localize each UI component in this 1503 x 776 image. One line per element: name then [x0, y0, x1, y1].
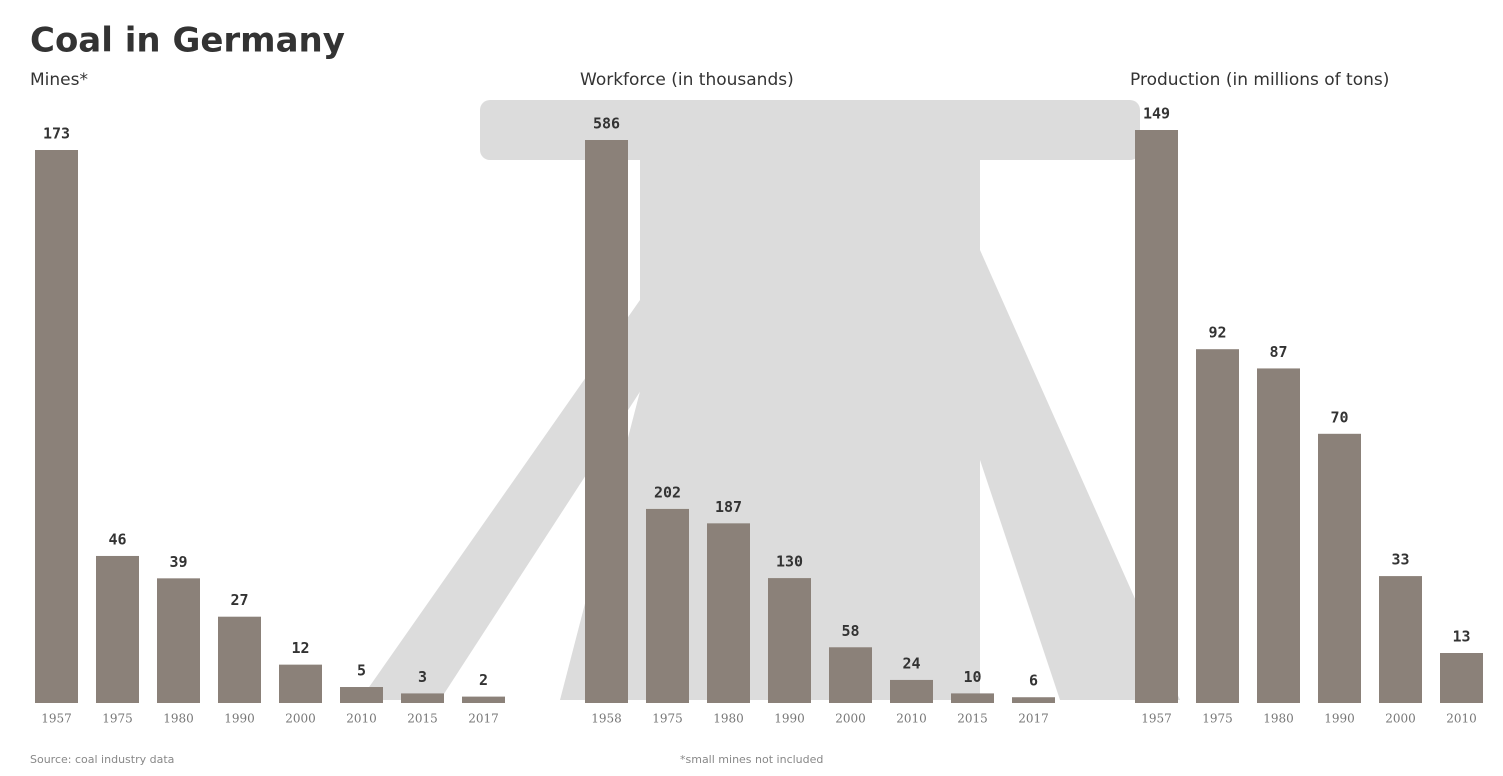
- value-label: 5: [357, 662, 366, 680]
- x-tick-label: 1990: [1324, 712, 1355, 726]
- x-tick-label: 1990: [224, 712, 255, 726]
- bar: [35, 150, 78, 703]
- value-label: 13: [1452, 628, 1470, 646]
- bar: [1135, 130, 1178, 703]
- bar: [1318, 433, 1361, 703]
- x-tick-label: 1975: [102, 712, 133, 726]
- source-note: Source: coal industry data: [30, 753, 174, 766]
- chart-title: Coal in Germany: [30, 21, 345, 61]
- x-tick-label: 1975: [1202, 712, 1233, 726]
- x-tick-label: 2000: [285, 712, 316, 726]
- bar: [401, 693, 444, 703]
- bar: [340, 687, 383, 703]
- bar: [646, 508, 689, 703]
- bar: [1440, 653, 1483, 703]
- value-label: 10: [963, 668, 981, 686]
- bar: [1379, 576, 1422, 703]
- x-tick-label: 1957: [1141, 712, 1172, 726]
- value-label: 12: [291, 639, 309, 657]
- value-label: 92: [1208, 324, 1226, 342]
- x-tick-label: 1958: [591, 712, 622, 726]
- footnote: *small mines not included: [680, 753, 823, 766]
- x-tick-label: 2010: [896, 712, 927, 726]
- value-label: 27: [230, 591, 248, 609]
- x-tick-label: 1990: [774, 712, 805, 726]
- bar: [890, 679, 933, 703]
- bar: [707, 523, 750, 703]
- bar: [829, 647, 872, 703]
- bar: [951, 693, 994, 703]
- value-label: 202: [654, 483, 681, 501]
- x-tick-label: 2000: [835, 712, 866, 726]
- bar: [279, 664, 322, 703]
- bar: [157, 578, 200, 703]
- value-label: 586: [593, 115, 620, 133]
- bar: [768, 578, 811, 703]
- value-label: 58: [841, 622, 859, 640]
- value-label: 130: [776, 553, 803, 571]
- value-label: 87: [1269, 343, 1287, 361]
- panel-subtitle: Workforce (in thousands): [580, 70, 794, 90]
- value-label: 149: [1143, 105, 1170, 123]
- x-tick-label: 2000: [1385, 712, 1416, 726]
- panel-subtitle: Mines*: [30, 70, 88, 90]
- panel-subtitle: Production (in millions of tons): [1130, 70, 1389, 90]
- x-tick-label: 1975: [652, 712, 683, 726]
- bar: [462, 696, 505, 703]
- x-tick-label: 2015: [407, 712, 438, 726]
- value-label: 3: [418, 668, 427, 686]
- x-tick-label: 1980: [713, 712, 744, 726]
- x-tick-label: 1980: [163, 712, 194, 726]
- value-label: 2: [479, 671, 488, 689]
- bar: [1012, 697, 1055, 703]
- x-tick-label: 1980: [1263, 712, 1294, 726]
- bar: [96, 555, 139, 703]
- x-tick-label: 1957: [41, 712, 72, 726]
- bar: [218, 616, 261, 703]
- bar: [585, 140, 628, 703]
- value-label: 173: [43, 125, 70, 143]
- value-label: 33: [1391, 551, 1409, 569]
- value-label: 46: [108, 530, 126, 548]
- x-tick-label: 2017: [1018, 712, 1049, 726]
- bar: [1257, 368, 1300, 703]
- value-label: 70: [1330, 408, 1348, 426]
- x-tick-label: 2015: [957, 712, 988, 726]
- x-tick-label: 2010: [346, 712, 377, 726]
- x-tick-label: 2017: [468, 712, 499, 726]
- value-label: 24: [902, 654, 920, 672]
- value-label: 39: [169, 553, 187, 571]
- value-label: 6: [1029, 672, 1038, 690]
- x-tick-label: 2010: [1446, 712, 1477, 726]
- value-label: 187: [715, 498, 742, 516]
- bar: [1196, 349, 1239, 703]
